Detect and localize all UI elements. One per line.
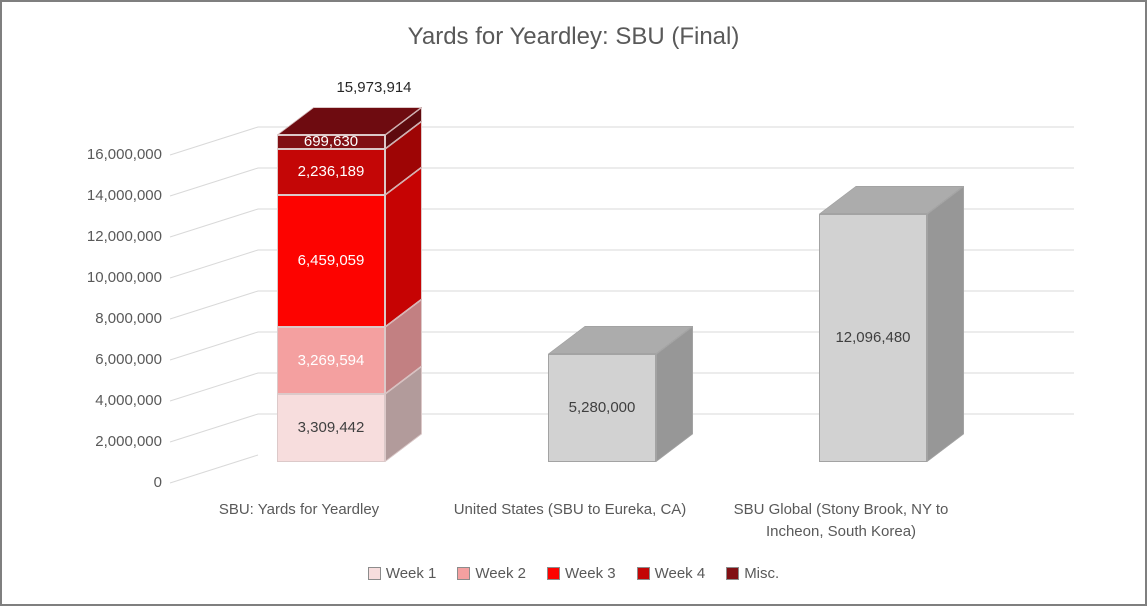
- legend-swatch: [726, 567, 740, 580]
- legend-swatch: [636, 567, 650, 580]
- chart-title: Yards for Yeardley: SBU (Final): [407, 23, 740, 50]
- bar-value-label: 6,459,059: [297, 251, 365, 269]
- legend-label: Week 2: [475, 565, 526, 582]
- legend-label: Week 3: [565, 565, 616, 582]
- bar-segment-front-face[interactable]: [277, 394, 385, 462]
- bar-segment-front-face[interactable]: [277, 327, 385, 395]
- bar-value-label: 5,280,000: [568, 398, 636, 416]
- legend-item[interactable]: Week 2: [457, 565, 526, 582]
- bar-segment-front-face[interactable]: [277, 134, 385, 149]
- bar-value-label: 3,269,594: [297, 351, 365, 369]
- legend-swatch: [457, 567, 471, 580]
- legend: Week 1 Week 2 Week 3 Week 4 Misc.: [2, 565, 1145, 582]
- legend-swatch: [547, 567, 560, 580]
- bar-value-label: 12,096,480: [835, 329, 911, 346]
- y-axis-tick-label: 10,000,000: [86, 269, 162, 286]
- legend-label: Week 1: [385, 565, 437, 582]
- y-axis-tick-label: 2,000,000: [95, 433, 162, 450]
- bar-segment-front-face[interactable]: [277, 148, 385, 195]
- y-axis-tick-label: 4,000,000: [95, 392, 162, 409]
- gridline-path: [169, 126, 1074, 484]
- category-label: SBU Global (Stony Brook, NY to Incheon, …: [733, 501, 949, 540]
- bar-value-label: 699,630: [303, 132, 359, 150]
- bar-segment-side-face: [927, 186, 964, 462]
- bar-segment-front-face[interactable]: [819, 214, 927, 462]
- y-axis-tick-label: 12,000,000: [86, 228, 162, 245]
- bar-value-label: 3,309,442: [297, 419, 365, 437]
- legend-label: Week 4: [654, 565, 706, 582]
- legend-label: Misc.: [744, 565, 780, 582]
- y-axis-tick-label: 0: [153, 474, 162, 491]
- legend-item[interactable]: Week 1: [367, 565, 437, 582]
- legend-item[interactable]: Week 4: [636, 565, 706, 582]
- bar-value-label: 2,236,189: [297, 162, 365, 180]
- bar-segment-front-face[interactable]: [277, 194, 385, 328]
- y-axis-tick-label: 8,000,000: [95, 310, 162, 327]
- category-label: United States (SBU to Eureka, CA): [453, 501, 687, 518]
- y-axis-tick-label: 14,000,000: [86, 187, 162, 204]
- category-label: SBU: Yards for Yeardley: [218, 501, 380, 518]
- legend-swatch: [367, 567, 381, 580]
- y-axis-tick-label: 6,000,000: [95, 351, 162, 368]
- bar-segment-front-face[interactable]: [548, 353, 656, 462]
- legend-item[interactable]: Misc.: [726, 565, 779, 582]
- y-axis-tick-label: 16,000,000: [86, 146, 162, 163]
- bar-segment-side-face: [385, 166, 422, 328]
- bar-total-label: 15,973,914: [336, 78, 412, 96]
- legend-item[interactable]: Week 3: [547, 565, 616, 582]
